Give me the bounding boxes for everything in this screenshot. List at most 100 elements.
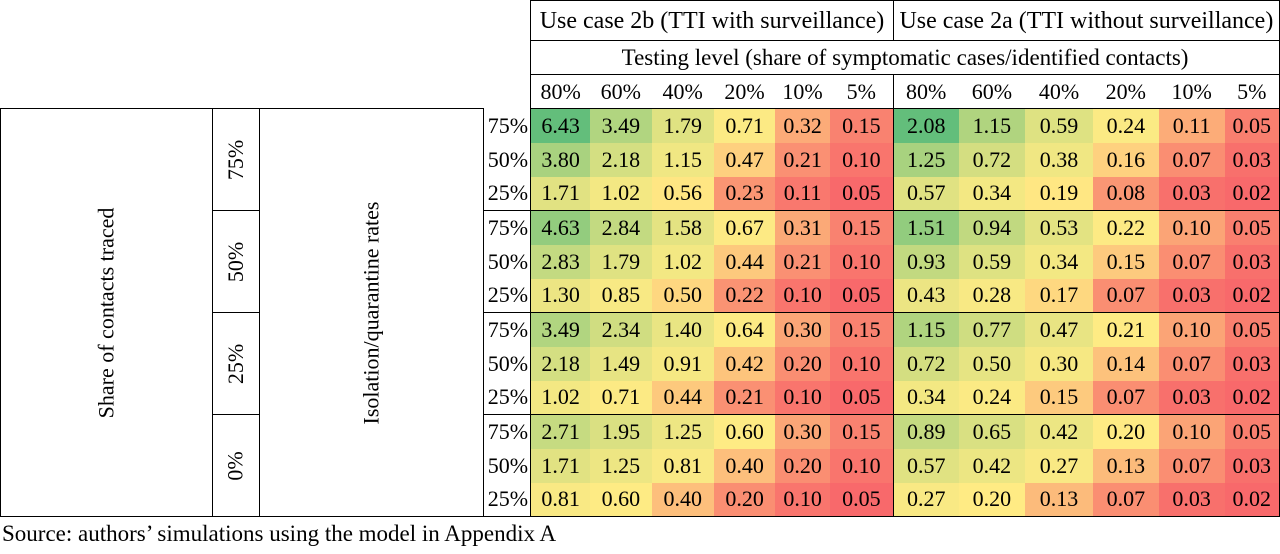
isolation-rate-label: 75% xyxy=(482,414,532,449)
value-cell: 0.47 xyxy=(713,142,776,177)
value-cell: 0.05 xyxy=(829,176,894,211)
value-cell: 0.14 xyxy=(1092,346,1159,381)
value-cell: 0.56 xyxy=(651,176,714,211)
value-cell: 0.30 xyxy=(775,312,830,347)
value-cell: 0.05 xyxy=(1224,312,1280,347)
traced-share-label: 25% xyxy=(211,312,260,415)
value-cell: 0.60 xyxy=(713,414,776,449)
value-cell: 0.16 xyxy=(1092,142,1159,177)
value-cell: 0.21 xyxy=(1092,312,1159,347)
value-cell: 0.65 xyxy=(958,414,1026,449)
value-cell: 0.05 xyxy=(1224,108,1280,143)
isolation-rate-label: 50% xyxy=(482,448,532,483)
value-cell: 1.95 xyxy=(590,414,652,449)
value-cell: 0.03 xyxy=(1224,346,1280,381)
testing-column-header: 80% xyxy=(530,74,591,109)
value-cell: 0.19 xyxy=(1025,176,1093,211)
value-cell: 2.18 xyxy=(530,346,591,381)
value-cell: 0.27 xyxy=(893,482,959,517)
value-cell: 0.21 xyxy=(775,142,830,177)
table-row: 50% 3.80 2.18 1.15 0.47 0.21 0.10 1.25 0.72 0.38 0… xyxy=(1,142,1280,177)
value-cell: 0.10 xyxy=(775,278,830,313)
value-cell: 0.10 xyxy=(775,482,830,517)
value-cell: 1.15 xyxy=(958,108,1026,143)
testing-column-header: 10% xyxy=(775,74,830,109)
value-cell: 1.25 xyxy=(651,414,714,449)
value-cell: 3.49 xyxy=(530,312,591,347)
isolation-rate-label: 25% xyxy=(482,482,532,517)
value-cell: 4.63 xyxy=(530,210,591,245)
value-cell: 1.25 xyxy=(893,142,959,177)
value-cell: 0.32 xyxy=(775,108,830,143)
table-row: 25% 1.71 1.02 0.56 0.23 0.11 0.05 0.57 0.34 0.19 0… xyxy=(1,176,1280,211)
value-cell: 0.07 xyxy=(1092,278,1159,313)
value-cell: 0.57 xyxy=(893,176,959,211)
value-cell: 0.07 xyxy=(1158,142,1225,177)
value-cell: 0.15 xyxy=(829,414,894,449)
value-cell: 0.34 xyxy=(893,380,959,415)
value-cell: 0.03 xyxy=(1224,244,1280,279)
value-cell: 0.71 xyxy=(713,108,776,143)
value-cell: 0.34 xyxy=(958,176,1026,211)
testing-column-header: 5% xyxy=(829,74,894,109)
value-cell: 0.30 xyxy=(775,414,830,449)
value-cell: 2.84 xyxy=(590,210,652,245)
results-table: Use case 2b (TTI with surveillance) Use … xyxy=(0,0,1280,517)
value-cell: 0.22 xyxy=(1092,210,1159,245)
value-cell: 0.10 xyxy=(829,244,894,279)
value-cell: 0.81 xyxy=(651,448,714,483)
use-case-2b-header: Use case 2b (TTI with surveillance) xyxy=(530,0,894,41)
value-cell: 0.03 xyxy=(1158,176,1225,211)
value-cell: 0.03 xyxy=(1158,482,1225,517)
value-cell: 0.10 xyxy=(829,142,894,177)
value-cell: 0.02 xyxy=(1224,482,1280,517)
value-cell: 0.05 xyxy=(1224,210,1280,245)
isolation-rate-label: 50% xyxy=(482,346,532,381)
testing-column-header: 5% xyxy=(1224,74,1280,109)
value-cell: 0.53 xyxy=(1025,210,1093,245)
value-cell: 1.71 xyxy=(530,448,591,483)
value-cell: 1.71 xyxy=(530,176,591,211)
value-cell: 0.85 xyxy=(590,278,652,313)
value-cell: 2.08 xyxy=(893,108,959,143)
value-cell: 0.81 xyxy=(530,482,591,517)
value-cell: 0.20 xyxy=(775,346,830,381)
value-cell: 0.02 xyxy=(1224,380,1280,415)
value-cell: 0.10 xyxy=(1158,414,1225,449)
testing-column-header: 20% xyxy=(1092,74,1159,109)
traced-share-label: 50% xyxy=(211,210,260,313)
use-case-2a-header: Use case 2a (TTI without surveillance) xyxy=(892,0,1280,41)
value-cell: 0.03 xyxy=(1224,142,1280,177)
value-cell: 0.64 xyxy=(713,312,776,347)
testing-column-header: 40% xyxy=(1025,74,1093,109)
value-cell: 1.79 xyxy=(651,108,714,143)
value-cell: 0.50 xyxy=(958,346,1026,381)
value-cell: 0.60 xyxy=(590,482,652,517)
value-cell: 0.24 xyxy=(1092,108,1159,143)
value-cell: 0.34 xyxy=(1025,244,1093,279)
value-cell: 0.43 xyxy=(893,278,959,313)
value-cell: 0.72 xyxy=(893,346,959,381)
value-cell: 0.42 xyxy=(958,448,1026,483)
isolation-axis-label: Isolation/quarantine rates xyxy=(258,108,484,517)
value-cell: 2.34 xyxy=(590,312,652,347)
value-cell: 0.15 xyxy=(829,312,894,347)
testing-column-header: 60% xyxy=(958,74,1026,109)
value-cell: 0.21 xyxy=(713,380,776,415)
value-cell: 0.72 xyxy=(958,142,1026,177)
traced-share-label: 0% xyxy=(211,414,260,517)
value-cell: 1.49 xyxy=(590,346,652,381)
value-cell: 0.42 xyxy=(1025,414,1093,449)
isolation-rate-label: 50% xyxy=(482,142,532,177)
value-cell: 0.07 xyxy=(1158,346,1225,381)
testing-level-header: Testing level (share of symptomatic case… xyxy=(530,40,1280,75)
table-row: 0% 75% 2.71 1.95 1.25 0.60 0.30 0.15 0.89 0.65 0.4… xyxy=(1,414,1280,517)
value-cell: 0.47 xyxy=(1025,312,1093,347)
source-note: Source: authors’ simulations using the m… xyxy=(2,521,557,546)
value-cell: 1.40 xyxy=(651,312,714,347)
value-cell: 0.13 xyxy=(1025,482,1093,517)
value-cell: 0.07 xyxy=(1158,244,1225,279)
value-cell: 0.15 xyxy=(1025,380,1093,415)
testing-column-header: 60% xyxy=(590,74,652,109)
value-cell: 0.50 xyxy=(651,278,714,313)
